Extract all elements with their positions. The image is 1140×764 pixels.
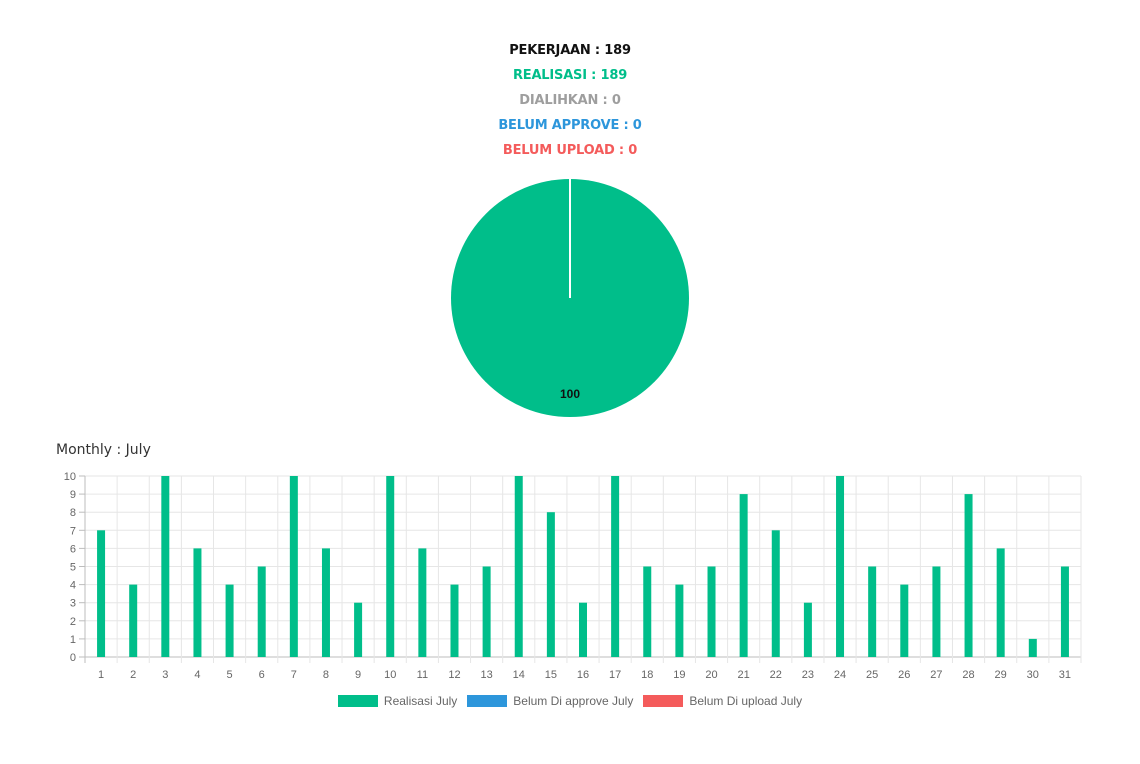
x-tick-label: 8 [323,669,329,681]
x-tick-label: 24 [834,669,846,681]
y-tick-label: 8 [70,507,76,519]
bar-realisasi[interactable] [97,530,106,657]
x-tick-label: 4 [194,669,200,681]
bar-realisasi[interactable] [836,476,845,657]
chart-legend: Realisasi July Belum Di approve July Bel… [0,694,1140,708]
belum-upload-count: BELUM UPLOAD : 0 [502,143,638,158]
x-tick-label: 27 [930,669,942,681]
x-tick-label: 6 [259,669,265,681]
x-tick-label: 31 [1059,669,1071,681]
x-tick-label: 9 [355,669,361,681]
y-tick-label: 10 [64,471,76,483]
x-tick-label: 29 [995,669,1007,681]
bar-realisasi[interactable] [225,584,234,657]
pie-data-label: 100 [560,387,580,401]
bar-realisasi[interactable] [964,494,973,657]
x-tick-label: 20 [705,669,717,681]
bar-realisasi[interactable] [643,566,652,658]
bar-realisasi[interactable] [257,566,266,658]
pekerjaan-count: PEKERJAAN : 189 [509,43,631,58]
bar-realisasi[interactable] [161,476,170,657]
bar-realisasi[interactable] [739,494,748,657]
bar-realisasi[interactable] [707,566,716,658]
bar-realisasi[interactable] [611,476,620,657]
dialihkan-count: DIALIHKAN : 0 [519,93,621,108]
y-tick-label: 4 [70,580,76,592]
bar-realisasi[interactable] [193,548,202,657]
x-tick-label: 10 [384,669,396,681]
bar-realisasi[interactable] [803,602,812,657]
bar-realisasi[interactable] [450,584,459,657]
realisasi-count: REALISASI : 189 [512,68,628,83]
summary-stats: PEKERJAAN : 189 REALISASI : 189 DIALIHKA… [0,38,1140,163]
x-tick-label: 15 [545,669,557,681]
bar-realisasi[interactable] [482,566,491,658]
bar-realisasi[interactable] [771,530,780,657]
y-tick-label: 9 [70,489,76,501]
bar-realisasi[interactable] [321,548,330,657]
legend-label-belum-approve: Belum Di approve July [513,694,634,708]
legend-swatch-belum-approve [467,695,508,707]
x-tick-label: 5 [227,669,233,681]
x-tick-label: 22 [770,669,782,681]
x-tick-label: 26 [898,669,910,681]
legend-item-realisasi[interactable]: Realisasi July [337,694,458,708]
bar-realisasi[interactable] [418,548,427,657]
x-tick-label: 28 [962,669,974,681]
legend-swatch-realisasi [337,695,378,707]
y-tick-label: 3 [70,598,76,610]
x-tick-label: 13 [480,669,492,681]
x-tick-label: 17 [609,669,621,681]
legend-label-realisasi: Realisasi July [383,694,458,708]
bar-realisasi[interactable] [1028,638,1037,657]
x-tick-label: 23 [802,669,814,681]
bar-realisasi[interactable] [289,476,298,657]
x-tick-label: 19 [673,669,685,681]
bar-realisasi[interactable] [675,584,684,657]
y-tick-label: 0 [70,652,76,664]
y-tick-label: 7 [70,525,76,537]
x-tick-label: 1 [98,669,104,681]
y-tick-label: 2 [70,616,76,628]
x-tick-label: 12 [448,669,460,681]
monthly-title: Monthly : July [56,442,151,458]
bar-realisasi[interactable] [514,476,523,657]
legend-swatch-belum-upload [643,695,684,707]
legend-label-belum-upload: Belum Di upload July [689,694,803,708]
bar-realisasi[interactable] [996,548,1005,657]
bar-realisasi[interactable] [868,566,877,658]
x-tick-label: 18 [641,669,653,681]
bar-realisasi[interactable] [579,602,587,657]
x-tick-label: 11 [417,669,428,681]
bar-realisasi[interactable] [386,476,395,657]
bar-realisasi[interactable] [129,584,138,657]
bar-realisasi[interactable] [900,584,909,657]
y-tick-label: 6 [70,543,76,555]
x-tick-label: 16 [577,669,589,681]
belum-approve-count: BELUM APPROVE : 0 [498,118,642,133]
bar-realisasi[interactable] [932,566,941,658]
bar-realisasi[interactable] [1060,566,1069,658]
y-tick-label: 1 [70,634,76,646]
x-tick-label: 30 [1027,669,1039,681]
x-tick-label: 7 [291,669,297,681]
pie-chart: 100 [451,179,689,417]
x-tick-label: 21 [738,669,750,681]
x-tick-label: 14 [513,669,525,681]
bar-realisasi[interactable] [546,512,555,657]
bar-realisasi[interactable] [354,602,363,657]
legend-item-belum-upload[interactable]: Belum Di upload July [643,694,802,708]
x-tick-label: 25 [866,669,878,681]
legend-item-belum-approve[interactable]: Belum Di approve July [467,694,633,708]
y-tick-label: 5 [70,562,76,574]
x-tick-label: 2 [130,669,136,681]
x-tick-label: 3 [162,669,168,681]
